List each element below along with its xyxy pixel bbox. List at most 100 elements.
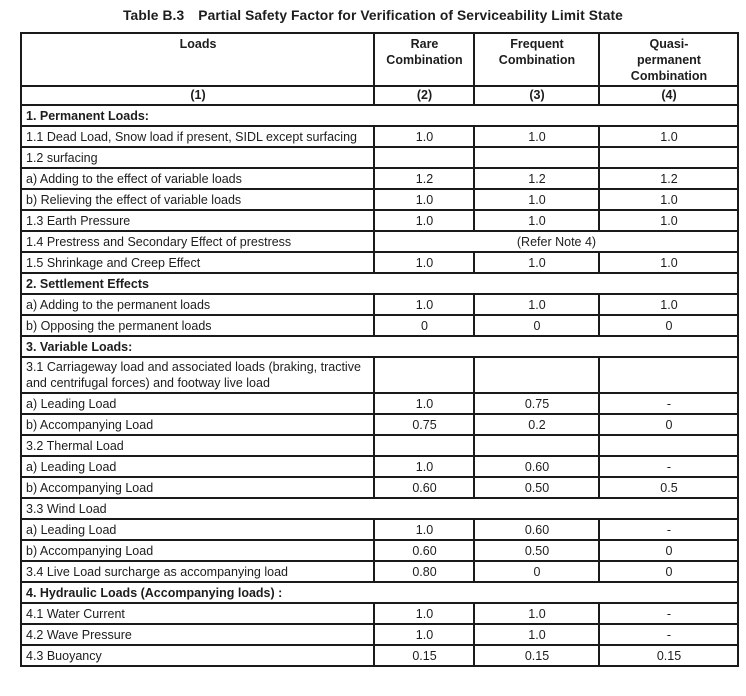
section-header-label: 3. Variable Loads:	[20, 335, 739, 358]
value-cell: 1.0	[373, 455, 475, 478]
table-row: a) Adding to the effect of variable load…	[20, 167, 739, 190]
merged-value-cell: (Refer Note 4)	[373, 230, 739, 253]
row-label: 1.1 Dead Load, Snow load if present, SID…	[20, 125, 375, 148]
row-label: 4.1 Water Current	[20, 602, 375, 625]
value-cell: 1.0	[598, 125, 739, 148]
section-header-label: 2. Settlement Effects	[20, 272, 739, 295]
table-row: a) Leading Load 1.0 0.60-	[20, 518, 739, 541]
table-row: 3.3 Wind Load	[20, 497, 739, 520]
table-container: Loads Rare Combination Frequent Combinat…	[20, 32, 739, 667]
value-cell: -	[598, 518, 739, 541]
row-label: 3.2 Thermal Load	[20, 434, 375, 457]
table-row: b) Accompanying Load 0.60 0.50 0	[20, 539, 739, 562]
table-row: 1.5 Shrinkage and Creep Effect 1.0 1.0 1.0	[20, 251, 739, 274]
value-cell: 0	[598, 413, 739, 436]
value-cell: 0	[473, 314, 600, 337]
value-cell: 1.0	[598, 188, 739, 211]
value-cell: 0.15	[373, 644, 475, 667]
value-cell: 1.0	[598, 209, 739, 232]
value-cell: 1.2	[598, 167, 739, 190]
header-row: Loads Rare Combination Frequent Combinat…	[20, 32, 739, 87]
value-cell: 0.75	[373, 413, 475, 436]
row-label: b) Relieving the effect of variable load…	[20, 188, 375, 211]
value-cell: -	[598, 623, 739, 646]
value-cell: 0.60	[373, 539, 475, 562]
value-cell: 1.0	[373, 518, 475, 541]
row-label: a) Leading Load	[20, 392, 375, 415]
value-cell	[598, 146, 739, 169]
value-cell	[373, 146, 475, 169]
table-title: Table B.3 Partial Safety Factor for Verif…	[0, 0, 746, 23]
value-cell: 0.75	[473, 392, 600, 415]
row-label: 3.1 Carriageway load and associated load…	[20, 356, 375, 394]
value-cell	[598, 434, 739, 457]
table-row: a) Adding to the permanent loads 1.0 1.0 1.…	[20, 293, 739, 316]
table-title-label: Table B.3	[123, 8, 185, 23]
col-number-3: (3)	[473, 85, 600, 106]
col-number-1: (1)	[20, 85, 375, 106]
value-cell: 1.0	[598, 251, 739, 274]
value-cell: 1.0	[373, 293, 475, 316]
value-cell	[598, 356, 739, 394]
row-label: 4.3 Buoyancy	[20, 644, 375, 667]
value-cell: 1.0	[473, 251, 600, 274]
value-cell: 1.0	[373, 209, 475, 232]
table-row: 4. Hydraulic Loads (Accompanying loads) …	[20, 581, 739, 604]
row-label: b) Opposing the permanent loads	[20, 314, 375, 337]
table-row: b) Accompanying Load 0.60 0.50 0.5	[20, 476, 739, 499]
table-row: 2. Settlement Effects	[20, 272, 739, 295]
value-cell: 1.0	[473, 125, 600, 148]
section-header-label: 4. Hydraulic Loads (Accompanying loads) …	[20, 581, 739, 604]
table-row: a) Leading Load 1.0 0.60-	[20, 455, 739, 478]
value-cell: 0.50	[473, 539, 600, 562]
col-header-rare-combination: Rare Combination	[373, 32, 475, 87]
value-cell: 0.15	[473, 644, 600, 667]
table-row: 4.1 Water Current 1.0 1.0-	[20, 602, 739, 625]
value-cell: 0	[473, 560, 600, 583]
value-cell: 1.0	[473, 188, 600, 211]
value-cell: 0.60	[373, 476, 475, 499]
value-cell: 1.0	[373, 623, 475, 646]
value-cell: -	[598, 602, 739, 625]
value-cell: 1.0	[373, 602, 475, 625]
section-header-label: 1. Permanent Loads:	[20, 104, 739, 127]
value-cell: 1.2	[373, 167, 475, 190]
value-cell: -	[598, 455, 739, 478]
value-cell: 0	[598, 560, 739, 583]
value-cell: 0.60	[473, 455, 600, 478]
value-cell: 0	[598, 314, 739, 337]
value-cell: 0.80	[373, 560, 475, 583]
partial-safety-factor-table: Loads Rare Combination Frequent Combinat…	[20, 32, 739, 667]
table-row: 1. Permanent Loads:	[20, 104, 739, 127]
row-label: 4.2 Wave Pressure	[20, 623, 375, 646]
row-label: 1.4 Prestress and Secondary Effect of pr…	[20, 230, 375, 253]
table-row: b) Opposing the permanent loads 0 0 0	[20, 314, 739, 337]
table-row: 1.1 Dead Load, Snow load if present, SID…	[20, 125, 739, 148]
value-cell	[473, 434, 600, 457]
value-cell: 1.0	[473, 602, 600, 625]
value-cell: 1.0	[373, 251, 475, 274]
value-cell: 1.0	[473, 209, 600, 232]
row-label: 1.2 surfacing	[20, 146, 375, 169]
value-cell: 0.60	[473, 518, 600, 541]
value-cell: 1.0	[373, 392, 475, 415]
col-number-4: (4)	[598, 85, 739, 106]
table-row: 3. Variable Loads:	[20, 335, 739, 358]
row-label: 3.3 Wind Load	[20, 497, 739, 520]
table-row: b) Accompanying Load 0.75 0.2 0	[20, 413, 739, 436]
value-cell: 1.0	[598, 293, 739, 316]
row-label: b) Accompanying Load	[20, 413, 375, 436]
table-row: 1.3 Earth Pressure 1.0 1.0 1.0	[20, 209, 739, 232]
value-cell: 0.2	[473, 413, 600, 436]
col-header-loads: Loads	[20, 32, 375, 87]
row-label: b) Accompanying Load	[20, 476, 375, 499]
value-cell: 1.0	[373, 125, 475, 148]
row-label: a) Adding to the permanent loads	[20, 293, 375, 316]
value-cell: 0	[373, 314, 475, 337]
table-row: 4.2 Wave Pressure 1.0 1.0-	[20, 623, 739, 646]
value-cell: 0.15	[598, 644, 739, 667]
value-cell: 1.2	[473, 167, 600, 190]
value-cell	[373, 356, 475, 394]
row-label: a) Leading Load	[20, 518, 375, 541]
